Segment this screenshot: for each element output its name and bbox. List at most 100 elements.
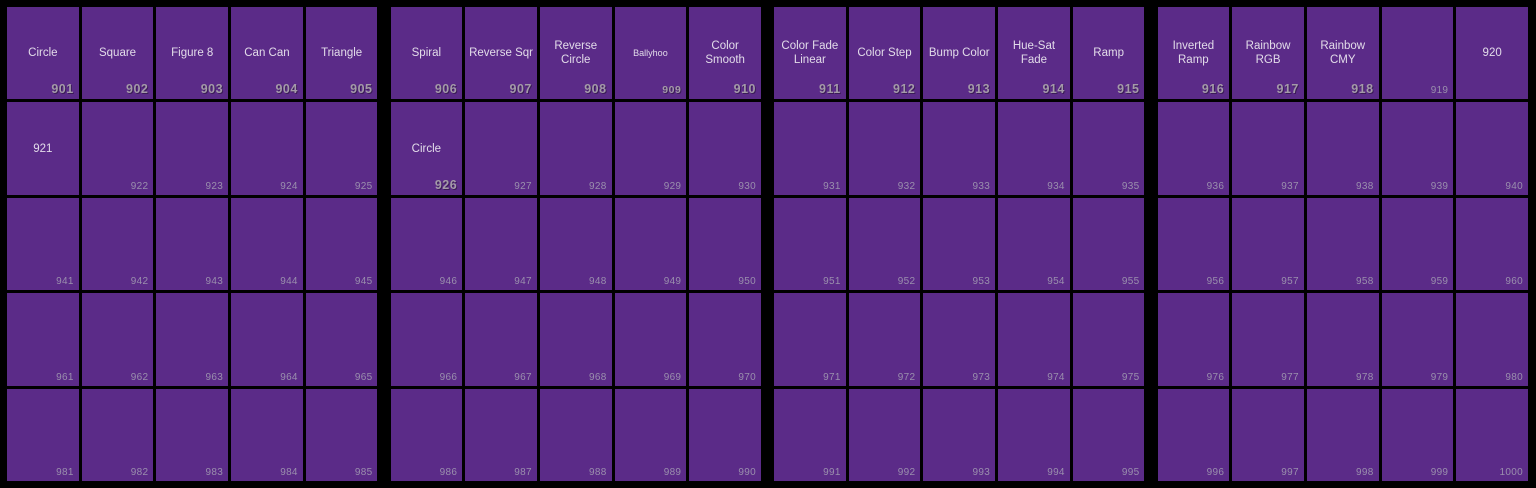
palette-cell-913[interactable]: Bump Color 913 [923, 7, 996, 100]
palette-cell-929[interactable]: 929 [614, 102, 687, 195]
palette-cell-928[interactable]: 928 [539, 102, 612, 195]
palette-cell-987[interactable]: 987 [465, 388, 537, 481]
palette-cell-970[interactable]: 970 [689, 293, 761, 386]
palette-cell-999[interactable]: 999 [1381, 388, 1454, 481]
palette-cell-952[interactable]: 952 [848, 197, 921, 291]
palette-cell-969[interactable]: 969 [614, 293, 687, 386]
palette-cell-903[interactable]: Figure 8 903 [156, 7, 229, 100]
palette-cell-923[interactable]: 923 [156, 102, 229, 195]
palette-cell-933[interactable]: 933 [923, 102, 996, 195]
palette-cell-957[interactable]: 957 [1232, 197, 1304, 291]
palette-cell-996[interactable]: 996 [1157, 388, 1230, 481]
palette-cell-990[interactable]: 990 [689, 388, 761, 481]
palette-cell-932[interactable]: 932 [848, 102, 921, 195]
palette-cell-979[interactable]: 979 [1381, 293, 1454, 386]
palette-cell-944[interactable]: 944 [231, 197, 303, 291]
palette-cell-925[interactable]: 925 [305, 102, 378, 195]
palette-cell-912[interactable]: Color Step 912 [848, 7, 921, 100]
palette-cell-940[interactable]: 940 [1456, 102, 1528, 195]
palette-cell-965[interactable]: 965 [305, 293, 378, 386]
palette-cell-981[interactable]: 981 [7, 388, 79, 481]
palette-cell-967[interactable]: 967 [465, 293, 537, 386]
palette-cell-907[interactable]: Reverse Sqr 907 [465, 7, 537, 100]
palette-cell-905[interactable]: Triangle 905 [305, 7, 378, 100]
palette-cell-956[interactable]: 956 [1157, 197, 1230, 291]
palette-cell-959[interactable]: 959 [1381, 197, 1454, 291]
palette-cell-927[interactable]: 927 [465, 102, 537, 195]
palette-cell-976[interactable]: 976 [1157, 293, 1230, 386]
palette-cell-997[interactable]: 997 [1232, 388, 1304, 481]
palette-cell-960[interactable]: 960 [1456, 197, 1528, 291]
palette-cell-921[interactable]: 921 [7, 102, 79, 195]
palette-cell-916[interactable]: Inverted Ramp 916 [1157, 7, 1230, 100]
palette-cell-978[interactable]: 978 [1306, 293, 1379, 386]
palette-cell-988[interactable]: 988 [539, 388, 612, 481]
palette-cell-911[interactable]: Color Fade Linear 911 [774, 7, 846, 100]
palette-cell-991[interactable]: 991 [774, 388, 846, 481]
palette-cell-955[interactable]: 955 [1072, 197, 1145, 291]
palette-cell-984[interactable]: 984 [231, 388, 303, 481]
palette-cell-963[interactable]: 963 [156, 293, 229, 386]
palette-cell-937[interactable]: 937 [1232, 102, 1304, 195]
palette-cell-986[interactable]: 986 [390, 388, 463, 481]
palette-cell-989[interactable]: 989 [614, 388, 687, 481]
palette-cell-947[interactable]: 947 [465, 197, 537, 291]
palette-cell-934[interactable]: 934 [998, 102, 1070, 195]
palette-cell-994[interactable]: 994 [998, 388, 1070, 481]
palette-cell-915[interactable]: Ramp 915 [1072, 7, 1145, 100]
palette-cell-958[interactable]: 958 [1306, 197, 1379, 291]
palette-cell-995[interactable]: 995 [1072, 388, 1145, 481]
palette-cell-971[interactable]: 971 [774, 293, 846, 386]
palette-cell-910[interactable]: Color Smooth 910 [689, 7, 761, 100]
palette-cell-966[interactable]: 966 [390, 293, 463, 386]
palette-cell-968[interactable]: 968 [539, 293, 612, 386]
palette-cell-941[interactable]: 941 [7, 197, 79, 291]
palette-cell-939[interactable]: 939 [1381, 102, 1454, 195]
palette-cell-917[interactable]: Rainbow RGB 917 [1232, 7, 1304, 100]
palette-cell-975[interactable]: 975 [1072, 293, 1145, 386]
palette-cell-918[interactable]: Rainbow CMY 918 [1306, 7, 1379, 100]
palette-cell-920[interactable]: 920 [1456, 7, 1528, 100]
palette-cell-938[interactable]: 938 [1306, 102, 1379, 195]
palette-cell-964[interactable]: 964 [231, 293, 303, 386]
palette-cell-901[interactable]: Circle 901 [7, 7, 79, 100]
palette-cell-992[interactable]: 992 [848, 388, 921, 481]
palette-cell-950[interactable]: 950 [689, 197, 761, 291]
palette-cell-985[interactable]: 985 [305, 388, 378, 481]
palette-cell-924[interactable]: 924 [231, 102, 303, 195]
palette-cell-931[interactable]: 931 [774, 102, 846, 195]
palette-cell-942[interactable]: 942 [81, 197, 154, 291]
palette-cell-935[interactable]: 935 [1072, 102, 1145, 195]
palette-cell-946[interactable]: 946 [390, 197, 463, 291]
palette-cell-982[interactable]: 982 [81, 388, 154, 481]
palette-cell-962[interactable]: 962 [81, 293, 154, 386]
palette-cell-1000[interactable]: 1000 [1456, 388, 1528, 481]
palette-cell-993[interactable]: 993 [923, 388, 996, 481]
palette-cell-926[interactable]: Circle 926 [390, 102, 463, 195]
palette-cell-954[interactable]: 954 [998, 197, 1070, 291]
palette-cell-980[interactable]: 980 [1456, 293, 1528, 386]
palette-cell-914[interactable]: Hue-Sat Fade 914 [998, 7, 1070, 100]
palette-cell-951[interactable]: 951 [774, 197, 846, 291]
palette-cell-983[interactable]: 983 [156, 388, 229, 481]
palette-cell-961[interactable]: 961 [7, 293, 79, 386]
palette-cell-906[interactable]: Spiral 906 [390, 7, 463, 100]
palette-cell-902[interactable]: Square 902 [81, 7, 154, 100]
palette-cell-953[interactable]: 953 [923, 197, 996, 291]
palette-cell-949[interactable]: 949 [614, 197, 687, 291]
palette-cell-998[interactable]: 998 [1306, 388, 1379, 481]
palette-cell-948[interactable]: 948 [539, 197, 612, 291]
palette-cell-904[interactable]: Can Can 904 [231, 7, 303, 100]
palette-cell-919[interactable]: 919 [1381, 7, 1454, 100]
palette-cell-973[interactable]: 973 [923, 293, 996, 386]
palette-cell-972[interactable]: 972 [848, 293, 921, 386]
palette-cell-909[interactable]: Ballyhoo 909 [614, 7, 687, 100]
palette-cell-974[interactable]: 974 [998, 293, 1070, 386]
palette-cell-922[interactable]: 922 [81, 102, 154, 195]
palette-cell-936[interactable]: 936 [1157, 102, 1230, 195]
palette-cell-977[interactable]: 977 [1232, 293, 1304, 386]
palette-cell-943[interactable]: 943 [156, 197, 229, 291]
palette-cell-930[interactable]: 930 [689, 102, 761, 195]
palette-cell-945[interactable]: 945 [305, 197, 378, 291]
palette-cell-908[interactable]: Reverse Circle 908 [539, 7, 612, 100]
